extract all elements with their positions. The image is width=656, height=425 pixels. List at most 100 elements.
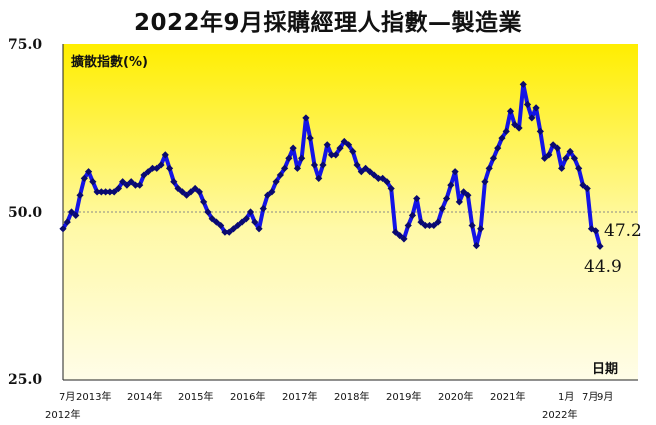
data-point-82	[408, 211, 417, 219]
data-point-11	[106, 188, 114, 196]
y-tick-50: 50.0	[8, 205, 43, 221]
data-point-14	[119, 178, 127, 186]
data-point-51	[276, 171, 284, 179]
data-point-114	[545, 151, 553, 159]
data-point-43	[242, 215, 250, 223]
data-point-109	[523, 100, 532, 109]
data-point-0	[59, 225, 67, 233]
data-point-116	[553, 144, 561, 152]
x-axis-label: 日期	[592, 362, 619, 377]
data-point-63	[327, 151, 336, 159]
data-point-60	[315, 174, 323, 182]
data-point-75	[379, 174, 387, 182]
data-point-6	[84, 168, 93, 176]
data-point-62	[323, 141, 331, 149]
data-point-108	[519, 80, 527, 88]
data-point-3	[72, 211, 80, 219]
y-tick-25: 25.0	[8, 372, 43, 388]
data-point-19	[140, 171, 148, 179]
data-point-111	[532, 104, 540, 112]
data-point-110	[528, 114, 536, 122]
data-point-44	[246, 208, 255, 216]
data-point-76	[383, 178, 391, 186]
data-point-96	[468, 221, 476, 230]
data-point-34	[204, 208, 212, 216]
x-subtick-2012: 2012年	[45, 410, 81, 421]
data-point-31	[191, 184, 199, 193]
data-point-12	[110, 188, 118, 196]
data-point-66	[340, 137, 348, 146]
data-point-28	[178, 188, 186, 196]
annotation-sep-value: 44.9	[584, 257, 622, 277]
data-point-81	[404, 221, 412, 230]
data-point-119	[566, 147, 574, 156]
data-point-49	[268, 188, 276, 196]
data-point-56	[298, 154, 306, 162]
data-point-21	[148, 164, 157, 172]
data-point-78	[391, 228, 400, 236]
data-point-67	[344, 141, 353, 149]
data-point-72	[366, 168, 374, 176]
data-point-18	[136, 181, 144, 189]
data-point-45	[251, 218, 259, 226]
data-point-58	[306, 134, 314, 142]
data-point-13	[114, 184, 123, 193]
x-tick-2020: 2020年	[438, 392, 474, 403]
data-point-57	[302, 114, 310, 122]
data-point-30	[187, 188, 195, 196]
data-point-125	[592, 227, 600, 235]
data-point-113	[540, 154, 549, 162]
data-point-83	[413, 194, 421, 203]
data-point-68	[349, 147, 357, 156]
data-point-126	[596, 242, 604, 250]
y-tick-75: 75.0	[8, 37, 43, 53]
data-point-104	[502, 127, 510, 135]
data-point-92	[451, 168, 459, 176]
data-point-97	[472, 242, 481, 250]
data-point-42	[238, 218, 246, 226]
data-point-55	[293, 164, 302, 172]
data-point-35	[208, 215, 216, 223]
data-point-33	[200, 198, 208, 206]
data-point-79	[396, 231, 404, 240]
data-point-99	[481, 178, 489, 186]
data-point-80	[400, 235, 408, 243]
data-point-98	[477, 225, 485, 233]
data-point-74	[374, 174, 382, 182]
data-point-36	[212, 218, 221, 226]
data-point-37	[217, 221, 225, 230]
data-point-85	[421, 221, 429, 230]
x-tick-2013: 2013年	[76, 392, 112, 403]
y-axis-label: 擴散指數(%)	[71, 55, 148, 70]
data-point-2	[67, 208, 76, 216]
data-point-40	[229, 225, 238, 233]
data-point-121	[575, 164, 583, 172]
data-point-23	[157, 161, 165, 169]
plot-background	[63, 44, 638, 380]
data-point-93	[455, 198, 463, 206]
data-point-64	[332, 151, 340, 159]
data-point-22	[153, 164, 161, 172]
data-point-46	[255, 225, 263, 233]
data-point-10	[102, 188, 110, 196]
data-point-27	[174, 184, 182, 193]
data-point-53	[285, 154, 293, 162]
data-point-39	[225, 228, 233, 236]
data-point-73	[370, 171, 378, 179]
data-point-47	[259, 205, 267, 213]
data-point-5	[80, 174, 88, 182]
data-point-112	[536, 127, 544, 135]
x-tick-2018: 2018年	[334, 392, 370, 403]
data-point-122	[579, 181, 587, 189]
data-point-102	[494, 144, 502, 152]
x-tick-2014: 2014年	[127, 392, 163, 403]
x-tick-2015: 2015年	[178, 392, 214, 403]
data-point-115	[549, 141, 557, 149]
data-point-48	[263, 191, 272, 199]
data-point-101	[489, 154, 498, 162]
data-point-117	[558, 164, 566, 172]
data-point-24	[161, 151, 169, 159]
data-point-59	[310, 161, 319, 169]
data-point-29	[182, 191, 191, 199]
